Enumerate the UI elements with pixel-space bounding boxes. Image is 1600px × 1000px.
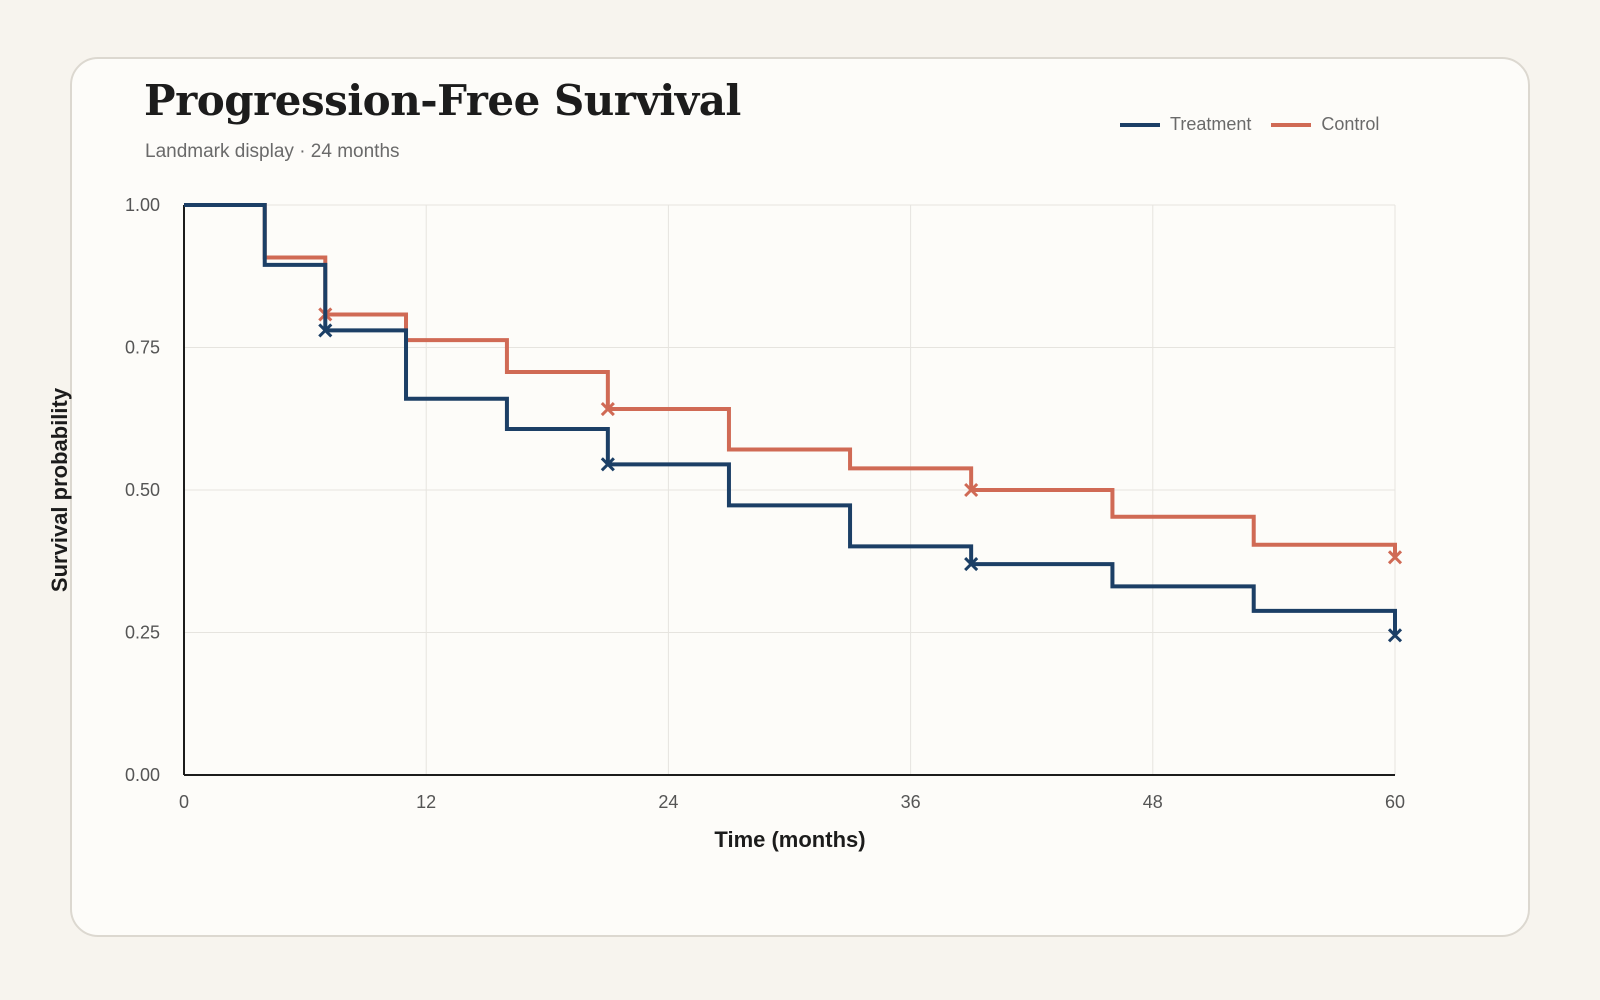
x-tick-label: 48 [1143, 792, 1163, 812]
y-tick-label: 0.00 [125, 765, 160, 785]
chart-legend: Treatment Control [1120, 114, 1399, 135]
label-layer: 0.00 0.25 0.50 0.75 1.00 0 12 24 36 48 60 [125, 195, 1405, 812]
axis-layer [183, 205, 1395, 776]
x-tick-label: 36 [901, 792, 921, 812]
chart-card [70, 57, 1530, 937]
censor-mark-treatment [318, 323, 333, 338]
legend-swatch-control [1271, 122, 1312, 127]
legend-label-control: Control [1321, 114, 1380, 134]
censor-mark-control [1387, 550, 1403, 565]
y-tick-label: 0.50 [125, 480, 160, 500]
censor-mark-treatment [600, 457, 615, 472]
x-tick-label: 12 [416, 792, 436, 812]
censor-mark-control [964, 482, 979, 498]
y-tick-label: 1.00 [125, 195, 160, 215]
y-tick-label: 0.25 [125, 623, 160, 643]
series-layer [184, 203, 1403, 643]
censor-mark-control [600, 401, 615, 417]
chart-title: Progression-Free Survival [144, 76, 741, 125]
x-tick-label: 0 [179, 792, 189, 812]
y-axis-title: Survival probability [47, 387, 72, 592]
legend-label-treatment: Treatment [1170, 114, 1252, 134]
legend-item-control[interactable]: Control [1271, 114, 1379, 135]
y-tick-label: 0.75 [125, 338, 160, 358]
x-tick-label: 60 [1385, 792, 1405, 812]
legend-swatch-treatment [1120, 122, 1160, 127]
grid-layer [183, 204, 1396, 776]
legend-item-treatment[interactable]: Treatment [1120, 114, 1251, 135]
censor-mark-treatment [1387, 628, 1403, 643]
survival-curve-treatment [184, 203, 1397, 636]
x-axis-title: Time (months) [714, 827, 865, 852]
censor-mark-treatment [964, 557, 979, 572]
x-tick-label: 24 [658, 792, 678, 812]
chart-subtitle: Landmark display · 24 months [145, 141, 400, 162]
